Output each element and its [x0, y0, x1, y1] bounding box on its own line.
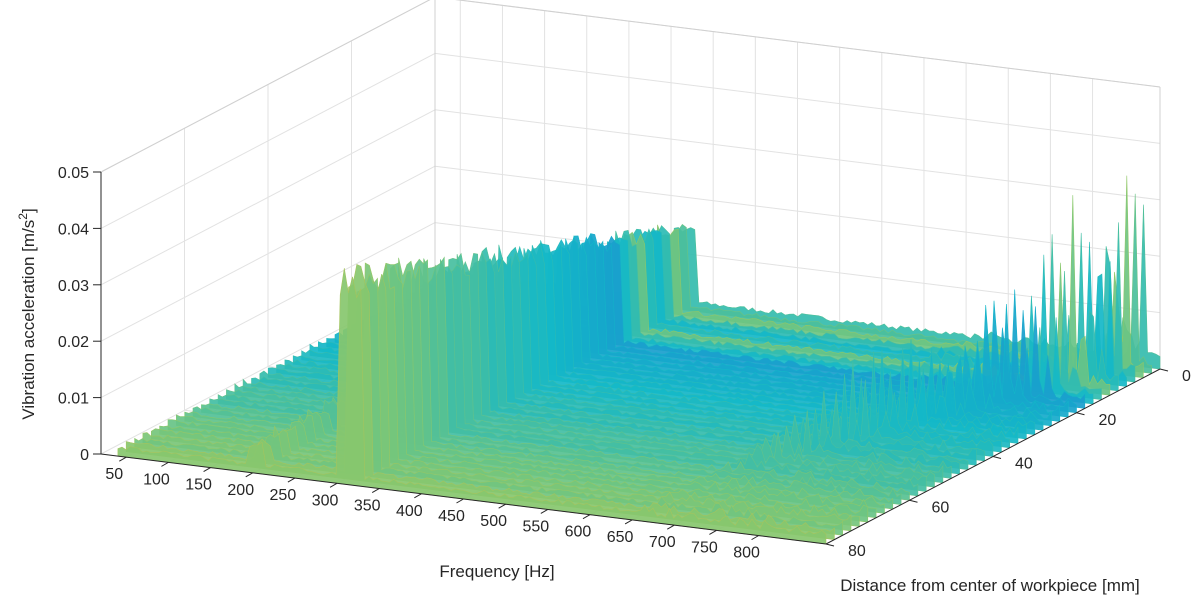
x-tick	[540, 509, 549, 514]
x-tick-label: 300	[312, 492, 339, 509]
x-tick	[371, 488, 380, 493]
x-tick-label: 200	[227, 482, 254, 499]
x-tick-label: 100	[143, 471, 170, 488]
x-tick-label: 400	[396, 503, 423, 520]
x-tick-label: 600	[565, 524, 592, 541]
x-tick-label: 750	[691, 539, 718, 556]
z-tick-label: 0.03	[58, 278, 89, 295]
x-tick	[203, 467, 211, 473]
x-tick-label: 550	[522, 518, 549, 535]
z-tick-label: 0.05	[58, 165, 89, 182]
x-tick	[667, 524, 675, 530]
y-tick	[1159, 368, 1169, 372]
box-edge	[100, 0, 431, 173]
y-axis-label: Distance from center of workpiece [mm]	[840, 576, 1139, 595]
z-tick-label: 0.04	[58, 221, 89, 238]
x-tick-label: 150	[185, 477, 212, 494]
x-tick	[498, 503, 506, 509]
x-tick	[709, 529, 717, 535]
y-tick	[825, 543, 835, 547]
y-tick-label: 0	[1182, 368, 1191, 385]
axis-layer: 50 100 150 200 250 300 350 400 450 500 550 600 650 70…	[58, 165, 1191, 562]
x-tick	[119, 456, 127, 462]
y-tick-label: 60	[932, 499, 950, 516]
z-tick-label: 0	[80, 447, 89, 464]
grid-line	[434, 109, 1161, 201]
z-tick-label: 0.01	[58, 391, 89, 408]
x-tick-label: 250	[270, 487, 297, 504]
x-tick	[161, 461, 169, 467]
grid-line	[434, 222, 1161, 314]
x-tick-label: 650	[607, 529, 634, 546]
x-tick	[287, 477, 296, 483]
x-tick-label: 800	[733, 545, 760, 562]
y-tick-label: 20	[1099, 412, 1117, 429]
y-axis-line	[825, 368, 1161, 545]
y-tick-label: 40	[1015, 456, 1033, 473]
x-tick-label: 50	[105, 466, 123, 483]
x-tick	[751, 535, 759, 541]
x-tick	[456, 498, 464, 504]
surface-layer	[117, 175, 1161, 545]
x-tick	[582, 514, 591, 520]
grid-line	[434, 165, 1161, 257]
x-tick	[329, 482, 338, 488]
x-axis-line	[100, 453, 827, 545]
x-tick	[414, 493, 422, 499]
y-tick-label: 80	[848, 543, 866, 560]
box-edge	[455, 0, 1161, 88]
x-tick-label: 450	[438, 508, 465, 525]
grid-line	[434, 52, 1161, 144]
z-axis-label: Vibration acceleration [m/s2]	[16, 208, 38, 419]
y-tick	[909, 499, 918, 503]
x-tick-label: 500	[480, 513, 507, 530]
z-tick-label: 0.02	[58, 334, 89, 351]
y-tick	[1076, 412, 1085, 416]
y-tick	[992, 456, 1002, 459]
x-axis-label: Frequency [Hz]	[439, 562, 554, 581]
x-tick-label: 350	[354, 498, 381, 515]
surface-strip	[117, 268, 827, 545]
x-tick	[245, 472, 253, 478]
x-tick	[624, 519, 633, 525]
x-tick-label: 700	[649, 534, 676, 551]
